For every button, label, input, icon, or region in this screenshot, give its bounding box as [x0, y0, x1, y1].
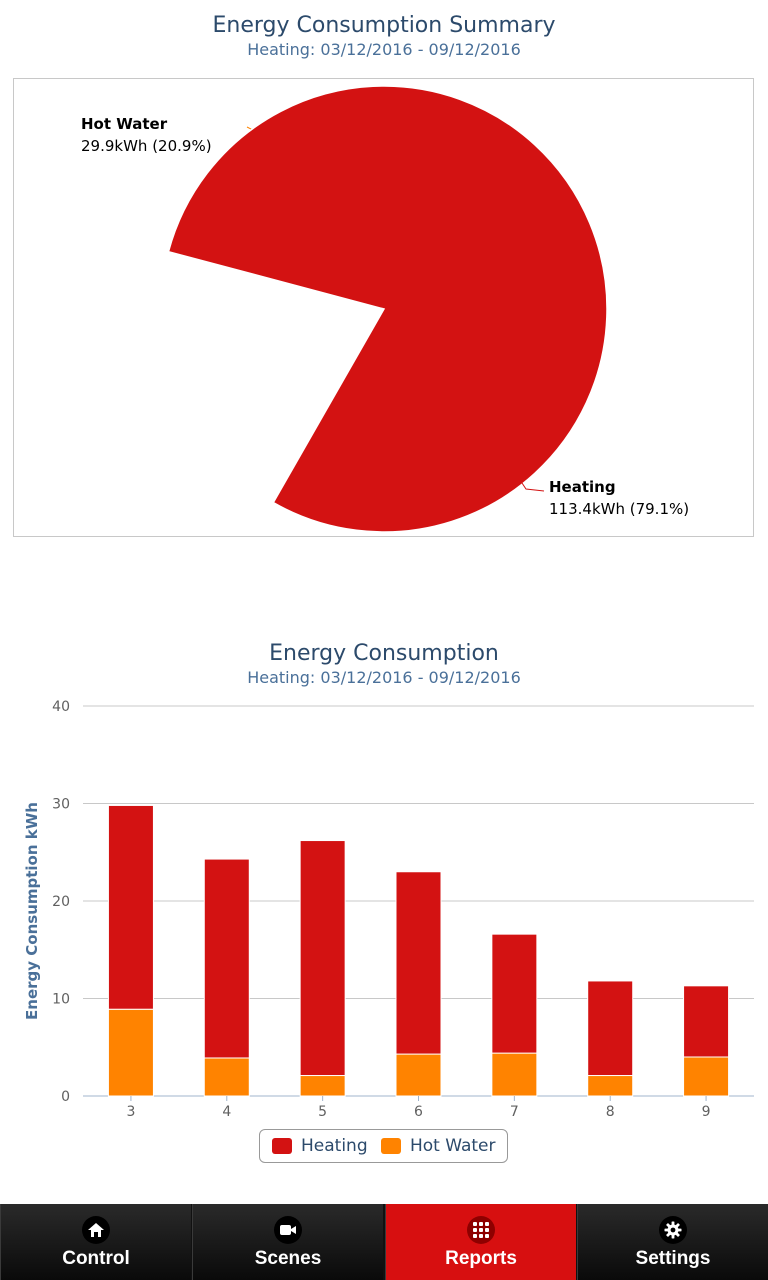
- bar-hot-water[interactable]: [587, 1075, 634, 1097]
- bar-hot-water[interactable]: [299, 1075, 346, 1097]
- y-tick-label: 30: [52, 797, 70, 813]
- tab-reports-label: Reports: [445, 1248, 517, 1269]
- x-tick-label: 4: [222, 1104, 231, 1120]
- legend-hot-water-swatch: [381, 1138, 401, 1154]
- tab-scenes-label: Scenes: [254, 1248, 322, 1269]
- x-tick-label: 3: [126, 1104, 135, 1120]
- tab-reports[interactable]: Reports: [385, 1204, 576, 1280]
- y-tick-label: 10: [52, 992, 70, 1008]
- bar-heating[interactable]: [299, 840, 346, 1077]
- home-icon: [82, 1216, 110, 1244]
- bar-heating[interactable]: [203, 858, 250, 1059]
- detail-title: Energy Consumption: [269, 641, 499, 666]
- bar-hot-water[interactable]: [395, 1053, 442, 1097]
- x-tick-label: 8: [606, 1104, 615, 1120]
- chart-legend: Heating Hot Water: [259, 1129, 508, 1163]
- bar-chart: 0 10 20 30 40 Energy Consumption kWh 3 4 5 6 7 8 9: [23, 699, 754, 1120]
- bar-hot-water[interactable]: [683, 1056, 730, 1097]
- tab-scenes[interactable]: Scenes: [192, 1204, 383, 1280]
- y-tick-label: 20: [52, 894, 70, 910]
- x-tick-label: 5: [318, 1104, 327, 1120]
- pie-label-name: Heating: [549, 478, 616, 496]
- bar-heating[interactable]: [587, 980, 634, 1077]
- video-camera-icon: [274, 1216, 302, 1244]
- summary-title: Energy Consumption Summary: [212, 13, 556, 38]
- tab-settings-label: Settings: [635, 1248, 711, 1269]
- detail-subtitle: Heating: 03/12/2016 - 09/12/2016: [247, 668, 521, 687]
- bar-hot-water[interactable]: [491, 1052, 538, 1097]
- x-tick-label: 6: [414, 1104, 423, 1120]
- grid-icon: [467, 1216, 495, 1244]
- bar-hot-water[interactable]: [107, 1008, 154, 1097]
- pie-leader-line: [519, 479, 545, 492]
- summary-subtitle: Heating: 03/12/2016 - 09/12/2016: [247, 40, 521, 59]
- tab-control[interactable]: Control: [0, 1204, 191, 1280]
- legend-hot-water-label[interactable]: Hot Water: [410, 1136, 496, 1156]
- x-tick-label: 9: [702, 1104, 711, 1120]
- bar-heating[interactable]: [491, 933, 538, 1054]
- pie-slice-heating[interactable]: [167, 85, 608, 533]
- pie-label-name: Hot Water: [81, 115, 168, 133]
- pie-chart: Hot Water 29.9kWh (20.9%) Heating 113.4kWh …: [81, 85, 689, 533]
- bar-heating[interactable]: [107, 804, 154, 1010]
- bottom-tab-bar: Control Scenes Reports: [0, 1204, 768, 1280]
- gear-icon: [659, 1216, 687, 1244]
- pie-chart-panel: Hot Water 29.9kWh (20.9%) Heating 113.4kWh …: [13, 78, 754, 537]
- bar-hot-water[interactable]: [203, 1057, 250, 1097]
- tab-settings[interactable]: Settings: [577, 1204, 768, 1280]
- y-axis-label: Energy Consumption kWh: [23, 802, 41, 1020]
- legend-heating-label[interactable]: Heating: [301, 1136, 368, 1156]
- pie-label-value: 29.9kWh (20.9%): [81, 137, 212, 155]
- x-tick-label: 7: [510, 1104, 519, 1120]
- tab-control-label: Control: [62, 1248, 130, 1269]
- bar-heating[interactable]: [683, 985, 730, 1058]
- y-tick-label: 40: [52, 699, 70, 715]
- bar-heating[interactable]: [395, 871, 442, 1055]
- legend-heating-swatch: [272, 1138, 292, 1154]
- y-tick-label: 0: [61, 1089, 70, 1105]
- pie-label-value: 113.4kWh (79.1%): [549, 500, 689, 518]
